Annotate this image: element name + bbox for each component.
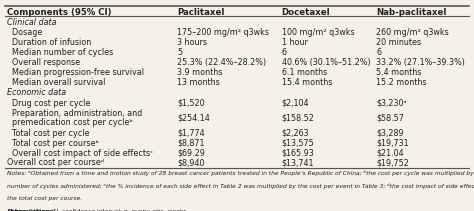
Text: Paclitaxel: Paclitaxel xyxy=(177,8,225,17)
Text: Overall response: Overall response xyxy=(7,58,80,67)
Text: Abbreviations: CI, confidence interval; q, every; wks, weeks.: Abbreviations: CI, confidence interval; … xyxy=(7,209,188,211)
Text: Overall cost impact of side effectsᶜ: Overall cost impact of side effectsᶜ xyxy=(7,149,153,158)
Text: $2,104: $2,104 xyxy=(282,99,309,108)
Text: Clinical data: Clinical data xyxy=(7,18,56,27)
Text: Abbreviations:: Abbreviations: xyxy=(7,209,56,211)
Text: 13 months: 13 months xyxy=(177,78,220,87)
Text: $58.57: $58.57 xyxy=(376,113,404,122)
Text: 20 minutes: 20 minutes xyxy=(376,38,421,47)
Text: Median progression-free survival: Median progression-free survival xyxy=(7,68,144,77)
Text: $2,263: $2,263 xyxy=(282,129,309,138)
Text: Drug cost per cycle: Drug cost per cycle xyxy=(7,99,90,108)
Text: $13,741: $13,741 xyxy=(282,158,314,168)
Text: $254.14: $254.14 xyxy=(177,113,210,122)
Text: Overall cost per courseᵈ: Overall cost per courseᵈ xyxy=(7,158,104,168)
Text: Duration of infusion: Duration of infusion xyxy=(7,38,91,47)
Text: Preparation, administration, and: Preparation, administration, and xyxy=(7,109,142,118)
Text: 15.4 months: 15.4 months xyxy=(282,78,332,87)
Text: $8,871: $8,871 xyxy=(177,139,205,147)
Text: Median number of cycles: Median number of cycles xyxy=(7,48,113,57)
Text: 5: 5 xyxy=(177,48,182,57)
Text: Median overall survival: Median overall survival xyxy=(7,78,105,87)
Text: Docetaxel: Docetaxel xyxy=(282,8,330,17)
Text: the total cost per course.: the total cost per course. xyxy=(7,196,82,201)
Text: $19,752: $19,752 xyxy=(376,158,409,168)
Text: $3,230ᵃ: $3,230ᵃ xyxy=(376,99,407,108)
Text: Dosage: Dosage xyxy=(7,28,42,37)
Text: 5.4 months: 5.4 months xyxy=(376,68,422,77)
Text: 40.6% (30.1%–51.2%): 40.6% (30.1%–51.2%) xyxy=(282,58,370,67)
Text: $69.29: $69.29 xyxy=(177,149,205,158)
Text: Nab-paclitaxel: Nab-paclitaxel xyxy=(376,8,447,17)
Text: 6: 6 xyxy=(282,48,287,57)
Text: number of cycles administered; ᶜthe % incidence of each side effect in Table 2 w: number of cycles administered; ᶜthe % in… xyxy=(7,183,474,189)
Text: 3.9 months: 3.9 months xyxy=(177,68,223,77)
Text: $1,774: $1,774 xyxy=(177,129,205,138)
Text: $3,289: $3,289 xyxy=(376,129,404,138)
Text: 25.3% (22.4%–28.2%): 25.3% (22.4%–28.2%) xyxy=(177,58,266,67)
Text: 3 hours: 3 hours xyxy=(177,38,207,47)
Text: 33.2% (27.1%–39.3%): 33.2% (27.1%–39.3%) xyxy=(376,58,465,67)
Text: $165.93: $165.93 xyxy=(282,149,314,158)
Text: $21.04: $21.04 xyxy=(376,149,404,158)
Text: premedication cost per cycleᵇ: premedication cost per cycleᵇ xyxy=(7,118,133,127)
Text: Components (95% CI): Components (95% CI) xyxy=(7,8,111,17)
Text: 100 mg/m² q3wks: 100 mg/m² q3wks xyxy=(282,28,354,37)
Text: 260 mg/m² q3wks: 260 mg/m² q3wks xyxy=(376,28,449,37)
Text: 15.2 months: 15.2 months xyxy=(376,78,427,87)
Text: $158.52: $158.52 xyxy=(282,113,314,122)
Text: 1 hour: 1 hour xyxy=(282,38,308,47)
Text: Notes: ᵃObtained from a time and motion study of 28 breast cancer patients treat: Notes: ᵃObtained from a time and motion … xyxy=(7,170,474,176)
Text: Economic data: Economic data xyxy=(7,88,66,97)
Text: 6.1 months: 6.1 months xyxy=(282,68,327,77)
Text: Total cost per courseᵇ: Total cost per courseᵇ xyxy=(7,139,99,147)
Text: 175–200 mg/m² q3wks: 175–200 mg/m² q3wks xyxy=(177,28,269,37)
Text: $13,575: $13,575 xyxy=(282,139,314,147)
Text: $1,520: $1,520 xyxy=(177,99,205,108)
Text: $19,731: $19,731 xyxy=(376,139,409,147)
Text: 6: 6 xyxy=(376,48,382,57)
Text: Total cost per cycle: Total cost per cycle xyxy=(7,129,89,138)
Text: $8,940: $8,940 xyxy=(177,158,205,168)
